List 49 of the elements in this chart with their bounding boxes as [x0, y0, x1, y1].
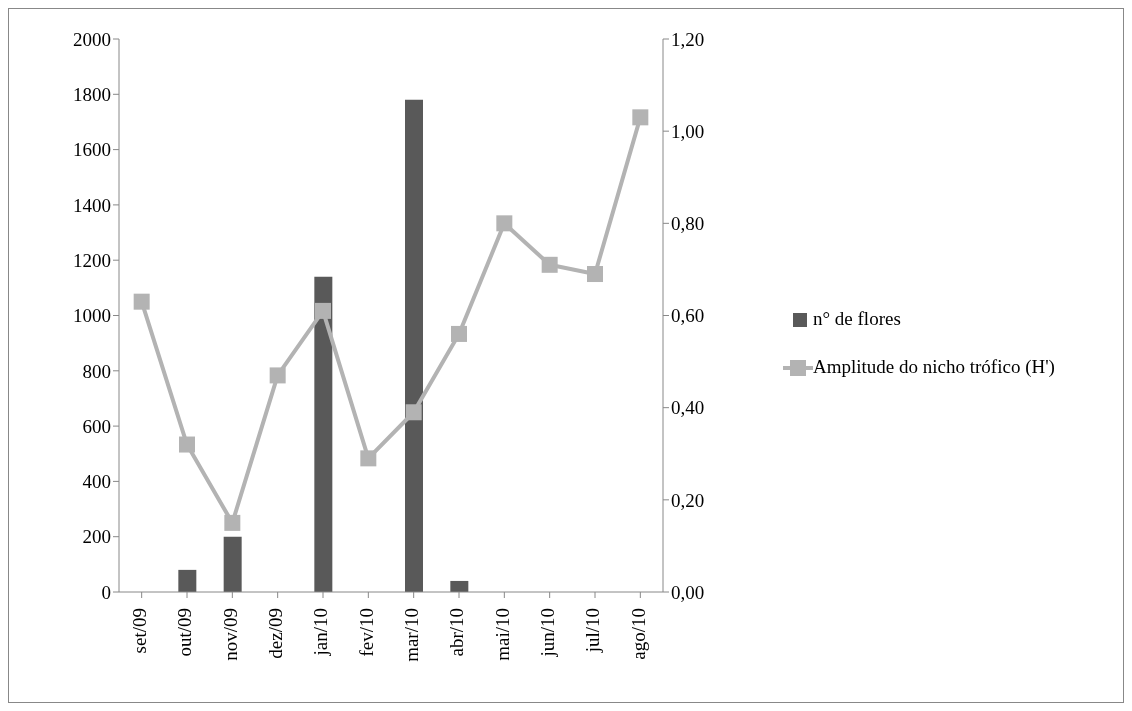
bar: [223, 536, 242, 592]
y2-tick-label: 0,80: [671, 213, 705, 235]
point: [405, 404, 422, 421]
y2-tick-label: 0,60: [671, 305, 705, 327]
point: [541, 256, 558, 273]
legend-label: Amplitude do nicho trófico (H'): [813, 355, 1056, 378]
y-tick-label: 200: [82, 526, 111, 548]
y2-tick-label: 0,40: [671, 397, 705, 419]
point: [632, 109, 649, 126]
y-tick-label: 400: [82, 471, 111, 493]
y-tick-label: 1600: [73, 139, 111, 161]
legend-label: n° de flores: [813, 307, 902, 330]
y-tick-label: 800: [82, 360, 111, 382]
y2-tick-label: 1,20: [671, 28, 705, 50]
y2-tick-label: 0,20: [671, 489, 705, 511]
bar: [178, 569, 197, 592]
x-tick-label: set/09: [129, 608, 151, 654]
bar: [450, 580, 469, 592]
x-tick-label: jan/10: [310, 608, 332, 657]
bar: [405, 99, 423, 592]
y-tick-label: 600: [82, 415, 111, 437]
y-tick-label: 1200: [73, 249, 111, 271]
x-tick-label: nov/09: [219, 608, 241, 661]
x-tick-label: mai/10: [491, 608, 513, 661]
y-tick-label: 0: [101, 581, 111, 603]
point: [451, 325, 467, 342]
y-tick-label: 1800: [73, 84, 111, 106]
x-tick-label: jul/10: [582, 608, 604, 654]
x-tick-label: abr/10: [446, 608, 468, 657]
point: [179, 436, 195, 453]
x-tick-label: dez/09: [265, 608, 287, 659]
point: [496, 215, 513, 232]
point: [360, 450, 377, 467]
x-tick-label: fev/10: [355, 608, 377, 657]
point: [587, 266, 603, 283]
y-tick-label: 1400: [73, 194, 111, 216]
x-tick-label: out/09: [174, 608, 196, 657]
y2-tick-label: 1,00: [671, 120, 705, 142]
point: [224, 514, 241, 531]
y2-tick-label: 0,00: [671, 581, 705, 603]
y-tick-label: 1000: [73, 305, 111, 327]
x-tick-label: ago/10: [627, 608, 649, 660]
x-tick-label: jun/10: [537, 608, 559, 658]
point: [269, 367, 286, 384]
point: [133, 293, 150, 310]
x-tick-label: mar/10: [401, 608, 423, 662]
point: [315, 302, 331, 319]
bar: [314, 276, 333, 592]
y-tick-label: 2000: [73, 28, 111, 50]
